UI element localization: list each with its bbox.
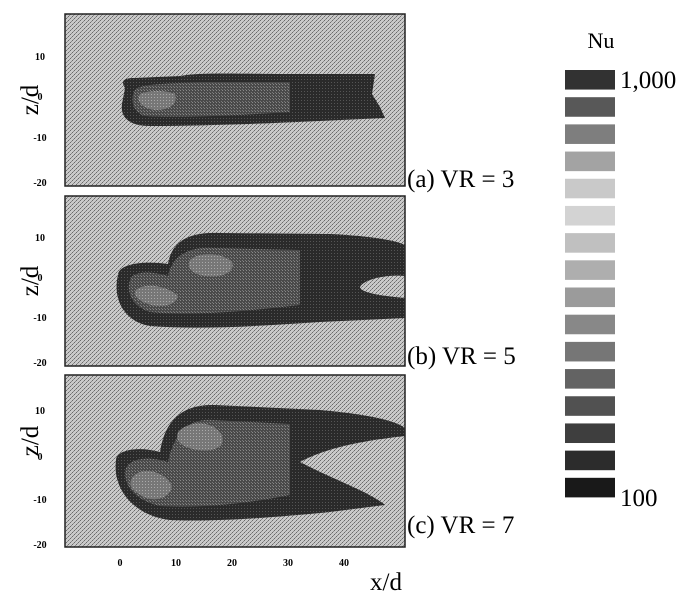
panel-a: z/d 10 0 -10 -20 (a) VR = 3 xyxy=(17,13,514,193)
xtick-3: 30 xyxy=(283,558,293,569)
panel-b-ytick-0: 10 xyxy=(35,233,45,244)
colorbar-swatch-7 xyxy=(565,260,615,280)
colorbar-swatch-9 xyxy=(565,314,615,335)
panel-c-plume-hot-1 xyxy=(177,423,223,451)
panel-a-ytick-2: -10 xyxy=(33,133,46,144)
colorbar-swatch-4 xyxy=(565,178,615,199)
panel-c-ytick-3: -20 xyxy=(33,540,46,551)
panel-c-plume-hot-2 xyxy=(130,471,172,500)
colorbar-swatch-8 xyxy=(565,287,615,308)
xlabel: x/d xyxy=(370,569,402,594)
xtick-4: 40 xyxy=(339,558,349,569)
colorbar-max-label: 1,000 xyxy=(620,67,676,94)
panel-c-ytick-2: -10 xyxy=(33,495,46,506)
panel-b: z/d 10 0 -10 -20 (b) VR = 5 xyxy=(17,195,516,370)
colorbar-swatch-14 xyxy=(565,450,615,471)
colorbar-swatch-1 xyxy=(565,97,615,117)
xtick-1: 10 xyxy=(171,558,181,569)
panel-c-ylabel: z/d xyxy=(17,425,44,456)
panel-a-label: (a) VR = 3 xyxy=(407,166,514,193)
colorbar-min-label: 100 xyxy=(620,485,658,512)
colorbar-swatch-5 xyxy=(565,205,615,226)
colorbar-swatch-6 xyxy=(565,233,615,253)
xtick-0: 0 xyxy=(118,558,123,569)
panel-b-ytick-3: -20 xyxy=(33,358,46,369)
panel-b-plume-hot-1 xyxy=(188,254,233,277)
colorbar-swatch-13 xyxy=(565,423,615,444)
colorbar-swatch-10 xyxy=(565,341,615,362)
panel-b-ytick-2: -10 xyxy=(33,313,46,324)
panel-a-plume-hot xyxy=(138,91,176,110)
panel-b-ytick-1: 0 xyxy=(38,273,43,284)
colorbar: Nu 1,000 100 xyxy=(565,28,676,512)
colorbar-swatch-15 xyxy=(565,477,615,498)
panel-b-plume-hot-2 xyxy=(135,285,178,306)
panel-a-plume-core xyxy=(132,82,290,117)
panel-c-ytick-0: 10 xyxy=(35,406,45,417)
colorbar-swatch-11 xyxy=(565,369,615,389)
colorbar-title: Nu xyxy=(588,28,615,53)
panel-a-ylabel: z/d xyxy=(17,84,44,115)
panel-a-ytick-1: 0 xyxy=(38,92,43,103)
colorbar-swatch-2 xyxy=(565,124,615,144)
panel-b-ylabel: z/d xyxy=(17,265,44,296)
colorbar-swatch-12 xyxy=(565,396,615,416)
panel-c-ytick-1: 0 xyxy=(38,452,43,463)
panel-c-label: (c) VR = 7 xyxy=(407,512,514,539)
panel-c: z/d 10 0 -10 -20 (c) VR = 7 0 10 20 30 4… xyxy=(17,374,514,594)
xtick-2: 20 xyxy=(227,558,237,569)
colorbar-swatch-3 xyxy=(565,151,615,172)
panel-a-ytick-3: -20 xyxy=(33,178,46,189)
colorbar-swatch-0 xyxy=(565,70,615,90)
panel-a-ytick-0: 10 xyxy=(35,52,45,63)
panel-b-label: (b) VR = 5 xyxy=(407,343,516,370)
